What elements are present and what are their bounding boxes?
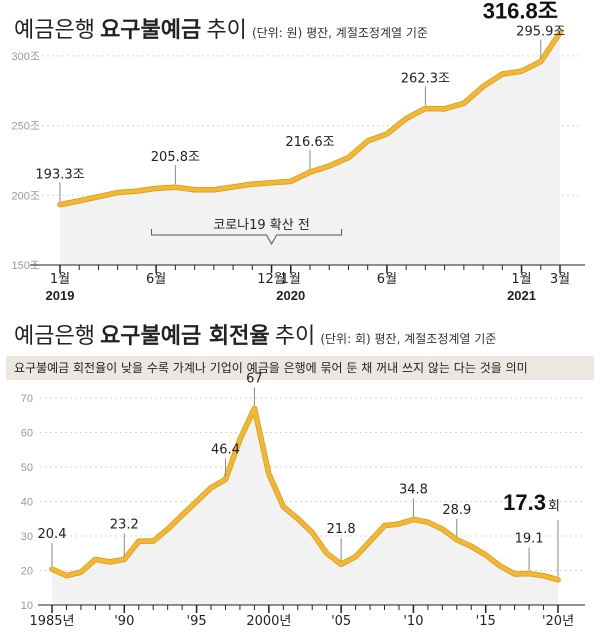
chart2-x-tick-label: '15: [476, 614, 496, 629]
chart1-area: [60, 32, 560, 265]
chart1-point-label: 193.3조: [35, 168, 84, 183]
chart2-y-tick-label: 40: [21, 497, 33, 509]
chart1-annotation: 코로나19 확산 전: [213, 218, 310, 233]
chart2-title-tail: 추이: [274, 324, 316, 349]
chart1-series-line: [58, 30, 562, 207]
chart1-x-year-label: 2019: [46, 288, 75, 303]
chart1-point-label: 262.3조: [401, 71, 450, 86]
chart2-point-label: 34.8: [399, 482, 428, 497]
chart2-point-label: 23.2: [110, 517, 139, 532]
chart2-x-tick-label: '90: [114, 614, 134, 629]
chart1-annotation-bracket: [151, 229, 343, 246]
chart1-x-tick-label: 6월: [377, 272, 397, 287]
chart1-title-tail: 추이: [206, 18, 247, 43]
chart1-x-tick-label: 12월: [257, 272, 286, 287]
chart2-x-tick-label: '05: [331, 614, 351, 629]
chart2-highlight-unit: 회: [548, 499, 560, 514]
chart2-y-tick-label: 30: [21, 531, 33, 543]
chart1-x-tick-label: 3월: [550, 272, 570, 287]
chart1-y-tick-label: 250조: [12, 121, 40, 133]
chart2-series-line: [50, 406, 560, 582]
chart1-title-bold: 요구불예금: [100, 18, 202, 43]
chart1-y-tick-label: 150조: [12, 260, 40, 272]
chart2-note: 요구불예금 회전율이 낮을 수록 가계나 기업이 예금을 은행에 묶어 둔 채 …: [6, 356, 594, 380]
chart2-area: [52, 408, 558, 605]
chart1-x-tick-label: 6월: [146, 272, 166, 287]
chart2-y-tick-label: 20: [21, 566, 33, 578]
chart2-highlight-number: 17.3: [503, 490, 546, 515]
chart2-title: 예금은행 요구불예금 회전율 추이 (단위: 회) 평잔, 계절조정계열 기준: [14, 318, 496, 350]
chart2-title-bold: 요구불예금 회전율: [100, 324, 270, 349]
chart2-x-tick-label: '95: [187, 614, 207, 629]
chart2-unit-note: (단위: 회) 평잔, 계절조정계열 기준: [320, 332, 497, 346]
chart2-point-label: 21.8: [327, 522, 356, 537]
chart2-point-label: 46.4: [211, 442, 240, 457]
chart1-x-tick-label: 1월: [50, 272, 70, 287]
chart2-y-tick-label: 60: [21, 428, 33, 440]
chart1-x-tick-label: 1월: [281, 272, 301, 287]
chart1-y-tick-label: 300조: [12, 51, 40, 63]
chart2-point-label: 19.1: [515, 532, 544, 547]
chart2-x-tick-label: 2000년: [246, 614, 291, 629]
chart1-title-light: 예금은행: [14, 18, 95, 43]
chart2-title-light: 예금은행: [14, 324, 95, 349]
chart2-x-tick-label: '10: [403, 614, 423, 629]
chart1-point-label: 295.9조: [516, 25, 565, 40]
chart1-deposits: 150조 200조 250조 300조 193.3조 205.8조 216.6조 262.3조…: [12, 0, 585, 303]
chart2-point-label: 20.4: [38, 527, 67, 542]
chart2-y-tick-label: 10: [21, 600, 33, 612]
chart1-x-tick-label: 1월: [511, 272, 531, 287]
chart1-x-year-label: 2020: [276, 288, 305, 303]
chart1-point-label: 205.8조: [151, 150, 200, 165]
chart1-point-label: 216.6조: [285, 135, 334, 150]
chart1-highlight-label: 316.8조: [483, 0, 558, 23]
chart2-point-label: 67: [246, 371, 263, 386]
chart1-x-year-label: 2021: [507, 288, 536, 303]
chart2-point-label: 28.9: [442, 503, 471, 518]
chart2-x-tick-label: 1985년: [29, 614, 74, 629]
chart2-x-tick-label: '20년: [542, 614, 574, 629]
chart1-unit-note: (단위: 원) 평잔, 계절조정계열 기준: [251, 26, 428, 40]
chart1-y-tick-label: 200조: [12, 190, 40, 202]
chart2-y-tick-label: 50: [21, 462, 33, 474]
chart2-y-tick-label: 70: [21, 393, 33, 405]
chart1-title: 예금은행 요구불예금 추이 (단위: 원) 평잔, 계절조정계열 기준: [14, 12, 428, 44]
